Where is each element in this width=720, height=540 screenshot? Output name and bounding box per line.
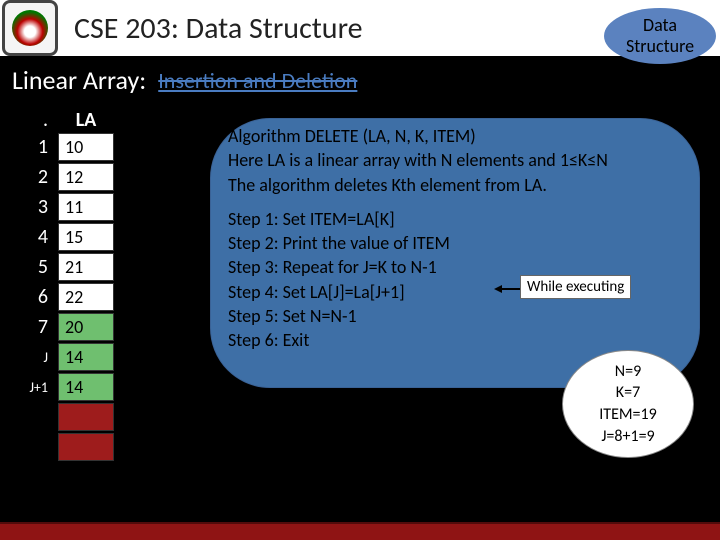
state-n: N=9 [615, 361, 641, 383]
while-executing-chip: While executing [520, 275, 631, 299]
array-cell: 22 [58, 283, 114, 311]
array-row: 4 15 [20, 222, 114, 252]
array-index: 5 [20, 255, 48, 279]
array-cell [58, 403, 114, 431]
array-cell: 11 [58, 193, 114, 221]
subtitle-topic: Insertion and Deletion [158, 67, 357, 94]
array-row [20, 432, 114, 462]
algorithm-text: Algorithm DELETE (LA, N, K, ITEM) Here L… [228, 124, 698, 353]
array-row [20, 402, 114, 432]
subtitle-row: Linear Array: Insertion and Deletion [12, 64, 357, 96]
bottom-bar [0, 522, 720, 540]
badge-line1: Data [643, 14, 677, 36]
algo-step5: Step 5: Set N=N-1 [228, 304, 698, 328]
logo [2, 0, 58, 56]
state-item: ITEM=19 [599, 404, 657, 426]
corner-badge: Data Structure [604, 8, 716, 64]
array-cell: 14 [58, 373, 114, 401]
array-row: J 14 [20, 342, 114, 372]
array-index: J+1 [20, 379, 48, 396]
badge-line2: Structure [626, 35, 694, 57]
array-dot: . [20, 108, 48, 132]
array-row: 1 10 [20, 132, 114, 162]
array-index: 1 [20, 135, 48, 159]
array-cell: 21 [58, 253, 114, 281]
array-header-row: . LA [20, 108, 114, 132]
array-row: 6 22 [20, 282, 114, 312]
arrow-left-icon [494, 284, 520, 294]
algo-step1: Step 1: Set ITEM=LA[K] [228, 207, 698, 231]
array-index: 6 [20, 285, 48, 309]
array-area: . LA 1 10 2 12 3 11 4 15 5 21 6 22 7 20 J 14 J+1 14 [20, 108, 114, 462]
array-cell: 12 [58, 163, 114, 191]
array-row: 3 11 [20, 192, 114, 222]
array-cell: 20 [58, 313, 114, 341]
array-cell: 14 [58, 343, 114, 371]
algo-line3: The algorithm deletes Kth element from L… [228, 173, 698, 197]
array-row: 2 12 [20, 162, 114, 192]
array-cell: 15 [58, 223, 114, 251]
array-row: 5 21 [20, 252, 114, 282]
algo-line2: Here LA is a linear array with N element… [228, 148, 698, 172]
subtitle-label: Linear Array: [12, 64, 146, 96]
array-cell [58, 433, 114, 461]
state-bubble: N=9 K=7 ITEM=19 J=8+1=9 [562, 350, 694, 458]
array-index: 7 [20, 315, 48, 339]
array-row: 7 20 [20, 312, 114, 342]
array-index: 3 [20, 195, 48, 219]
algo-step2: Step 2: Print the value of ITEM [228, 231, 698, 255]
course-title: CSE 203: Data Structure [74, 10, 363, 47]
algo-line1: Algorithm DELETE (LA, N, K, ITEM) [228, 124, 698, 148]
logo-emblem [12, 10, 48, 46]
state-j: J=8+1=9 [601, 426, 654, 448]
array-index: 4 [20, 225, 48, 249]
array-row: J+1 14 [20, 372, 114, 402]
array-cell: 10 [58, 133, 114, 161]
state-k: K=7 [616, 382, 640, 404]
array-index: J [20, 349, 48, 366]
array-header-label: LA [58, 108, 114, 132]
while-label: While executing [527, 278, 624, 296]
array-index: 2 [20, 165, 48, 189]
